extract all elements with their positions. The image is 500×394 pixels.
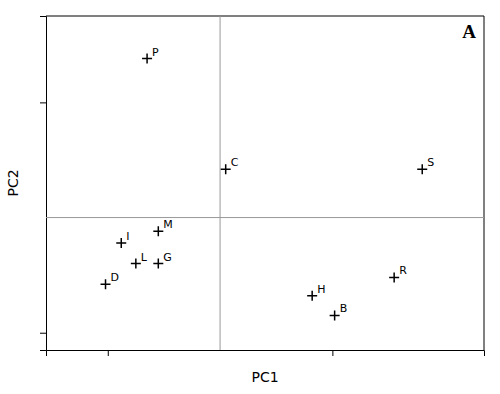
y-axis: [40, 17, 47, 351]
point: [153, 226, 163, 236]
zero-line: [220, 16, 221, 350]
point: [101, 279, 111, 289]
zero-line: [46, 217, 484, 218]
point-label: D: [111, 271, 119, 284]
point: [221, 164, 231, 174]
point: [116, 238, 126, 248]
frame: [46, 16, 484, 17]
point: [389, 272, 399, 282]
point: [417, 164, 427, 174]
tick: [108, 350, 109, 356]
point-label: B: [340, 302, 348, 315]
point-label: C: [231, 156, 239, 169]
x-axis: [47, 350, 485, 356]
point: [307, 291, 317, 301]
point: [131, 259, 141, 269]
point-label: P: [152, 46, 159, 59]
axis-line: [40, 17, 47, 351]
point: [153, 259, 163, 269]
corner-label: A: [462, 21, 476, 42]
point-label: S: [427, 156, 434, 169]
tick: [40, 102, 46, 103]
frame: [484, 16, 485, 350]
tick-mark: [40, 333, 46, 334]
point-label: L: [141, 251, 148, 264]
point: [142, 54, 152, 64]
chart: S C P R H B I M L G D A PC1 PC2: [0, 0, 500, 394]
tick-mark: [332, 350, 333, 356]
point-label: I: [126, 230, 129, 243]
tick: [332, 350, 333, 356]
x-axis-title: PC1: [251, 369, 278, 385]
point-label: M: [163, 218, 173, 231]
point-labels: S C P R H B I M L G D: [111, 46, 435, 316]
point-label: G: [163, 251, 172, 264]
point-label: R: [399, 264, 407, 277]
axis-line: [47, 351, 485, 357]
y-axis-title: PC2: [5, 169, 21, 196]
tick-mark: [108, 350, 109, 356]
tick: [40, 333, 46, 334]
tick-mark: [40, 102, 46, 103]
plot: S C P R H B I M L G D A: [40, 16, 485, 356]
marks: [46, 16, 484, 350]
point: [330, 310, 340, 320]
point-label: H: [317, 283, 325, 296]
